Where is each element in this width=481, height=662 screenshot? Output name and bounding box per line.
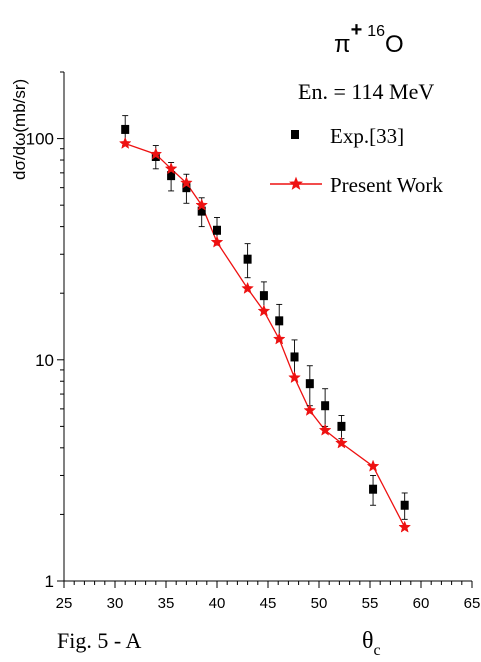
x-label-sub: c — [374, 642, 381, 659]
x-tick-label: 55 — [362, 595, 379, 612]
figure-label: Fig. 5 - A — [57, 628, 141, 653]
y-tick-label: 1 — [45, 572, 54, 591]
y-tick-label: 10 — [35, 351, 54, 370]
x-tick-label: 50 — [311, 595, 328, 612]
title-charge: + — [351, 19, 363, 41]
present-work-point — [303, 403, 317, 416]
present-work-point — [210, 235, 224, 248]
title-mass: 16 — [367, 23, 385, 40]
x-tick-label: 35 — [158, 595, 175, 612]
present-work-point — [118, 136, 132, 149]
legend-label-exp: Exp.[33] — [330, 124, 404, 148]
present-work-point — [241, 281, 254, 294]
exp-point — [182, 183, 191, 193]
present-work-point — [398, 520, 412, 533]
present-work-point — [195, 198, 209, 211]
legend-star-present — [289, 176, 303, 190]
x-label-theta: θ — [362, 628, 374, 654]
x-tick-label: 30 — [107, 595, 124, 612]
x-tick-label: 25 — [56, 595, 73, 612]
x-tick-label: 60 — [413, 595, 430, 612]
present-work-line — [124, 142, 406, 528]
legend: Exp.[33] Present Work — [270, 124, 443, 197]
present-work-point — [180, 176, 193, 189]
x-axis-label: θc — [362, 628, 381, 659]
exp-point — [275, 316, 284, 326]
present-work-point — [149, 147, 163, 160]
legend-label-present: Present Work — [330, 173, 443, 197]
present-work-point — [288, 371, 301, 384]
y-tick-label: 100 — [26, 130, 54, 149]
present-work-point — [272, 332, 286, 345]
energy-label: En. = 114 MeV — [298, 79, 434, 104]
title-nucleus: O — [385, 31, 404, 58]
present-work-point — [318, 423, 332, 436]
x-tick-label: 65 — [464, 595, 481, 612]
exp-point — [290, 352, 299, 362]
present-work-point — [335, 436, 348, 449]
present-work-point — [164, 162, 178, 175]
legend-marker-exp — [291, 130, 299, 139]
present-work-point — [257, 304, 271, 317]
axes: 25 30 35 40 45 50 55 60 65 1 10 100 — [26, 71, 481, 612]
present-work-point — [366, 459, 380, 472]
exp-point — [369, 484, 378, 494]
exp-point — [243, 254, 252, 264]
chart-title: π+ 16O — [334, 19, 404, 58]
exp-point — [400, 500, 409, 510]
exp-point — [197, 206, 206, 216]
y-axis-label: dσ/dω(mb/sr) — [10, 79, 29, 180]
exp-point — [213, 225, 221, 235]
exp-point — [305, 379, 314, 389]
exp-point — [167, 171, 176, 181]
x-tick-label: 40 — [209, 595, 226, 612]
exp-point — [321, 401, 330, 411]
series-layer — [118, 115, 412, 533]
title-pi: π — [334, 31, 351, 58]
exp-point — [121, 124, 130, 134]
exp-point — [259, 291, 268, 301]
x-tick-label: 45 — [260, 595, 277, 612]
exp-point — [337, 421, 346, 431]
